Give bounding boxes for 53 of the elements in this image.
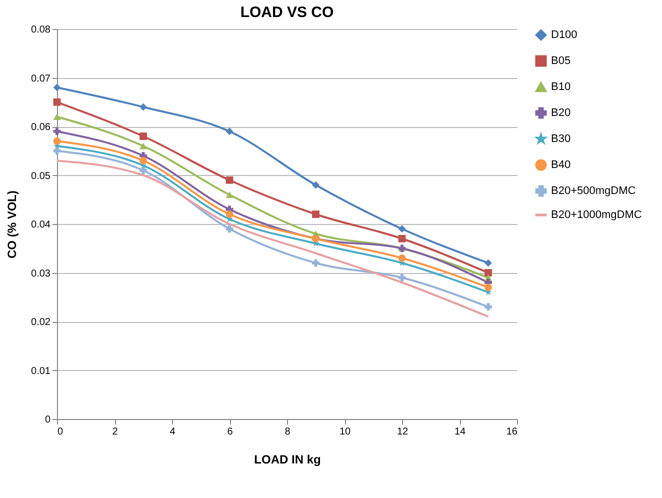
- legend-label: B10: [551, 81, 571, 93]
- point: [398, 234, 406, 242]
- legend-label: B30: [551, 133, 571, 145]
- legend-label: B20+1000mgDMC: [551, 209, 642, 221]
- y-tick-label: 0.07: [31, 73, 51, 84]
- x-tick-label: 0: [58, 426, 64, 438]
- y-tick-label: 0.08: [31, 24, 51, 36]
- legend-label: B40: [551, 159, 571, 171]
- x-tick-label: 8: [284, 426, 291, 438]
- point: [53, 114, 61, 120]
- x-tick-label: 12: [396, 426, 408, 438]
- legend-label: B20+500mgDMC: [551, 185, 636, 197]
- x-tick-label: 4: [170, 426, 176, 438]
- y-axis-title: CO (% VOL): [5, 190, 20, 258]
- point: [53, 137, 61, 145]
- point: [312, 259, 320, 267]
- y-tick-label: 0.05: [31, 170, 51, 182]
- x-axis-title: LOAD IN kg: [254, 452, 321, 466]
- point: [398, 274, 406, 282]
- y-tick-label: 0.01: [31, 366, 51, 377]
- point: [140, 156, 147, 164]
- y-tick-label: 0.03: [31, 268, 51, 280]
- point: [484, 284, 492, 292]
- legend-label: B20: [551, 107, 571, 119]
- point: [53, 98, 61, 106]
- x-tick-label: 14: [454, 426, 466, 438]
- point: [484, 269, 492, 276]
- x-tick-label: 2: [112, 426, 118, 438]
- point: [140, 166, 147, 174]
- chart-title: LOAD VS CO: [240, 4, 334, 21]
- legend-label: D100: [551, 29, 578, 41]
- point: [140, 132, 147, 140]
- point: [484, 303, 492, 311]
- x-tick-label: 10: [339, 426, 351, 438]
- point: [226, 225, 234, 233]
- point: [398, 254, 406, 262]
- y-tick-label: 0.02: [31, 317, 51, 328]
- y-tick-label: 0.06: [31, 122, 51, 133]
- point: [53, 84, 61, 92]
- x-tick-label: 6: [227, 426, 234, 438]
- y-tick-label: 0: [44, 414, 51, 426]
- point: [312, 210, 320, 218]
- point: [140, 142, 147, 150]
- point: [226, 210, 234, 218]
- point: [226, 176, 234, 184]
- point: [226, 128, 234, 136]
- point: [398, 225, 406, 233]
- point: [226, 192, 234, 198]
- x-tick-label: 16: [506, 426, 518, 438]
- point: [53, 147, 61, 155]
- legend-label: B05: [551, 55, 571, 67]
- point: [53, 128, 61, 136]
- y-tick-label: 0.04: [31, 220, 51, 230]
